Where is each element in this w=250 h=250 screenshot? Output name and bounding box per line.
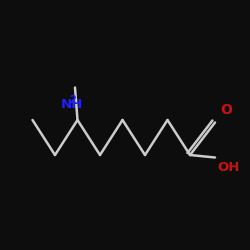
Text: NH: NH [61,98,84,112]
Text: O: O [220,103,232,117]
Text: OH: OH [218,161,240,174]
Text: 2: 2 [69,95,75,105]
